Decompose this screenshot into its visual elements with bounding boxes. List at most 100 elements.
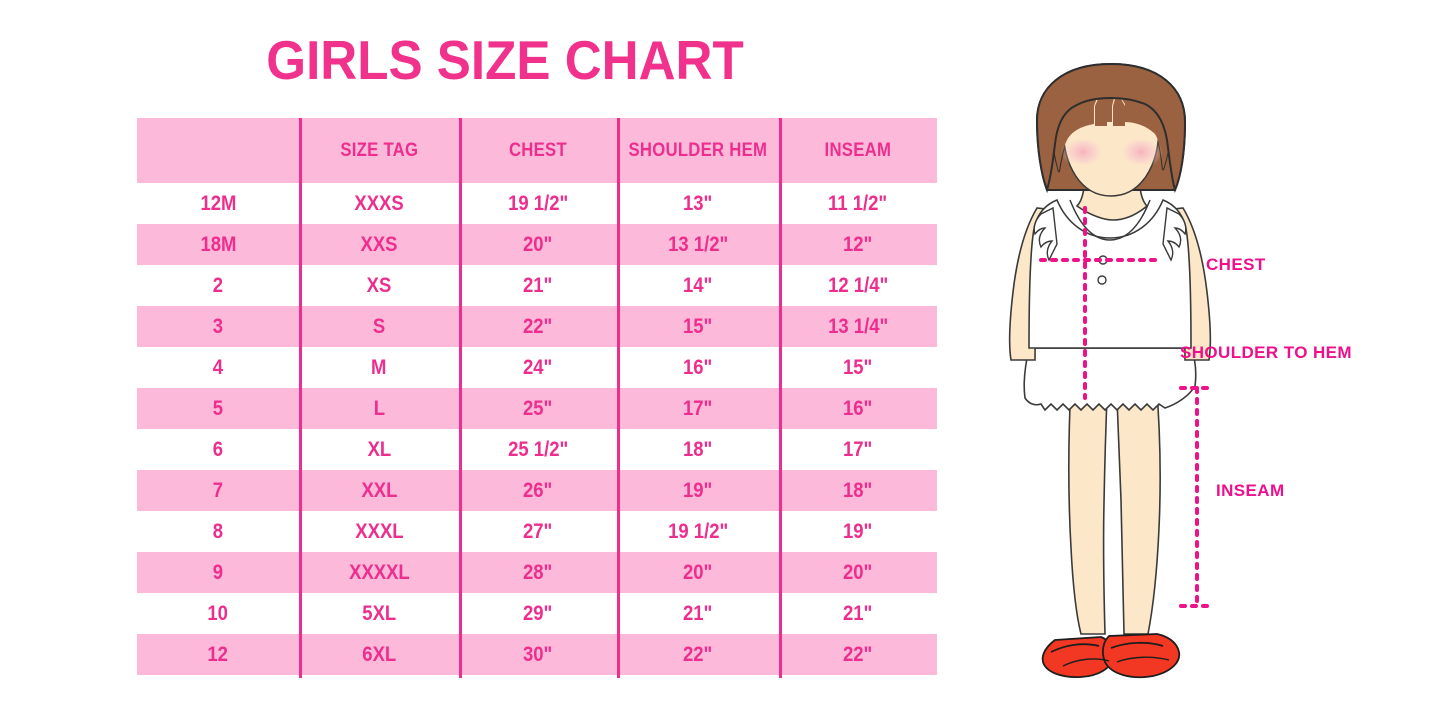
cell-inseam: 19" (779, 511, 937, 552)
legs-group (1068, 347, 1161, 635)
cell-shoulder-hem: 19" (617, 470, 779, 511)
cell-chest: 21" (459, 265, 617, 306)
cell-size-tag: XXL (299, 470, 459, 511)
cell-size: 12M (137, 183, 299, 224)
shoes-group (1041, 633, 1181, 679)
table-row: 2 XS 21" 14" 12 1/4" (137, 265, 937, 306)
header-shoulder-hem: SHOULDER HEM (617, 118, 779, 183)
hair-outline (1035, 62, 1187, 194)
header-size (137, 118, 299, 183)
cell-size-tag: XXXL (299, 511, 459, 552)
cell-size: 6 (137, 429, 299, 470)
cell-size-tag: XXS (299, 224, 459, 265)
cell-chest: 25" (459, 388, 617, 429)
cell-inseam: 17" (779, 429, 937, 470)
cell-inseam: 21" (779, 593, 937, 634)
size-chart-table: SIZE TAG CHEST SHOULDER HEM INSEAM 12M X… (137, 118, 937, 675)
cell-size-tag: S (299, 306, 459, 347)
cell-size: 8 (137, 511, 299, 552)
cell-shoulder-hem: 13 1/2" (617, 224, 779, 265)
cell-inseam: 18" (779, 470, 937, 511)
cell-inseam: 11 1/2" (779, 183, 937, 224)
cell-size: 9 (137, 552, 299, 593)
table-row: 12 6XL 30" 22" 22" (137, 634, 937, 675)
cell-size: 10 (137, 593, 299, 634)
neckline (1069, 199, 1151, 241)
annotation-label-inseam: INSEAM (1216, 481, 1285, 500)
cell-shoulder-hem: 18" (617, 429, 779, 470)
cell-chest: 24" (459, 347, 617, 388)
cell-size-tag: XS (299, 265, 459, 306)
cell-chest: 19 1/2" (459, 183, 617, 224)
cell-size-tag: XXXXL (299, 552, 459, 593)
table-column-divider (617, 118, 620, 678)
table-header-row: SIZE TAG CHEST SHOULDER HEM INSEAM (137, 118, 937, 183)
left-shoulder-ruffle (1033, 206, 1058, 262)
right-shoulder-ruffle (1162, 206, 1187, 262)
header-inseam: INSEAM (779, 118, 937, 183)
cell-size: 7 (137, 470, 299, 511)
cell-size-tag: 5XL (299, 593, 459, 634)
button-bottom (1097, 275, 1107, 285)
header-chest: CHEST (459, 118, 617, 183)
cell-chest: 28" (459, 552, 617, 593)
left-blush (1061, 136, 1105, 168)
hair-bang-tips (1095, 92, 1125, 126)
cell-size-tag: L (299, 388, 459, 429)
cell-size-tag: XL (299, 429, 459, 470)
table-row: 12M XXXS 19 1/2" 13" 11 1/2" (137, 183, 937, 224)
cell-size: 3 (137, 306, 299, 347)
cell-size: 18M (137, 224, 299, 265)
cell-chest: 29" (459, 593, 617, 634)
cell-size: 4 (137, 347, 299, 388)
table-row: 7 XXL 26" 19" 18" (137, 470, 937, 511)
cell-shoulder-hem: 19 1/2" (617, 511, 779, 552)
cell-shoulder-hem: 14" (617, 265, 779, 306)
cell-chest: 25 1/2" (459, 429, 617, 470)
left-shoe-seam (1062, 658, 1110, 667)
cell-size: 2 (137, 265, 299, 306)
cell-shoulder-hem: 20" (617, 552, 779, 593)
left-leg (1068, 347, 1110, 635)
right-blush (1119, 136, 1163, 168)
page-title: GIRLS SIZE CHART (266, 29, 744, 91)
cell-chest: 22" (459, 306, 617, 347)
cell-inseam: 13 1/4" (779, 306, 937, 347)
cell-inseam: 16" (779, 388, 937, 429)
table-row: 3 S 22" 15" 13 1/4" (137, 306, 937, 347)
cell-chest: 26" (459, 470, 617, 511)
right-shoe (1102, 633, 1181, 679)
left-shoe-strap (1050, 643, 1100, 653)
annotation-label-shoulder-to-hem: SHOULDER TO HEM (1180, 343, 1352, 362)
cell-inseam: 12 1/4" (779, 265, 937, 306)
cell-shoulder-hem: 13" (617, 183, 779, 224)
ruffled-skirt (1023, 347, 1197, 412)
cell-inseam: 15" (779, 347, 937, 388)
table-row: 18M XXS 20" 13 1/2" 12" (137, 224, 937, 265)
head-group (1035, 62, 1187, 221)
table-row: 4 M 24" 16" 15" (137, 347, 937, 388)
cell-shoulder-hem: 15" (617, 306, 779, 347)
table-row: 10 5XL 29" 21" 21" (137, 593, 937, 634)
table-row: 8 XXXL 27" 19 1/2" 19" (137, 511, 937, 552)
header-size-tag: SIZE TAG (299, 118, 459, 183)
cell-size-tag: M (299, 347, 459, 388)
cell-inseam: 20" (779, 552, 937, 593)
right-shoe-seam (1116, 656, 1170, 663)
girl-figure-illustration (1008, 62, 1215, 679)
skirt-group (1023, 347, 1197, 412)
table-row: 9 XXXXL 28" 20" 20" (137, 552, 937, 593)
measurement-lines-group (1039, 206, 1215, 608)
cell-size: 5 (137, 388, 299, 429)
cell-shoulder-hem: 22" (617, 634, 779, 675)
cell-chest: 20" (459, 224, 617, 265)
cell-size: 12 (137, 634, 299, 675)
cell-shoulder-hem: 21" (617, 593, 779, 634)
right-shoe-strap (1110, 641, 1164, 649)
cell-size-tag: 6XL (299, 634, 459, 675)
table-column-divider (459, 118, 462, 678)
cell-chest: 27" (459, 511, 617, 552)
cell-shoulder-hem: 16" (617, 347, 779, 388)
table-row: 6 XL 25 1/2" 18" 17" (137, 429, 937, 470)
